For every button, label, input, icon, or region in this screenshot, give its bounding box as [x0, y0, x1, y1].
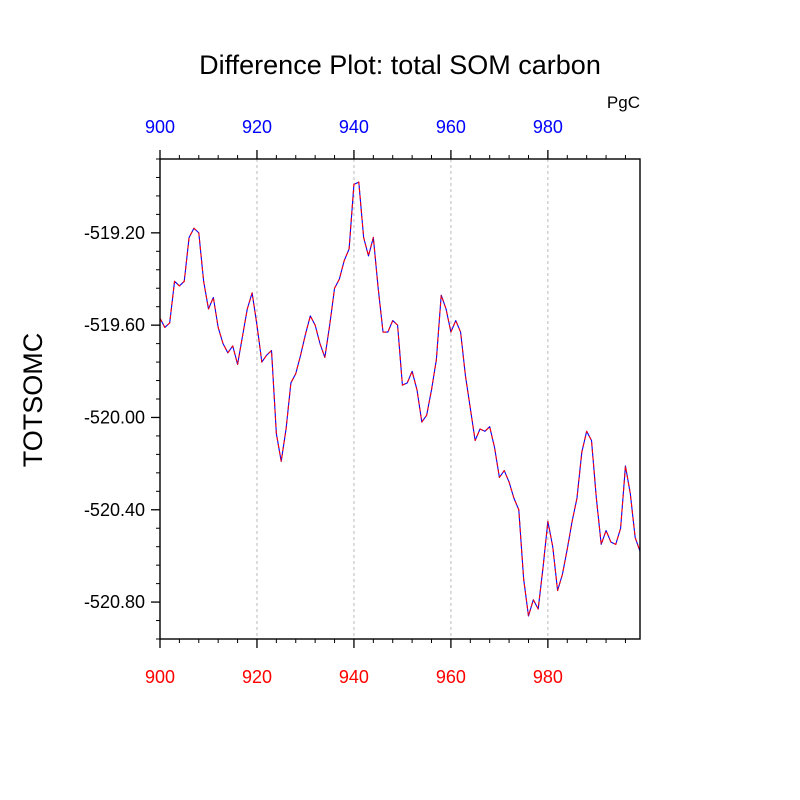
x-tick-label-bottom: 940 — [339, 667, 369, 687]
x-tick-label-bottom: 900 — [145, 667, 175, 687]
x-tick-label-top: 960 — [436, 117, 466, 137]
x-tick-label-top: 900 — [145, 117, 175, 137]
tick-labels: 900 920 940 960 980 900 920 940 960 980 -519.20 -51… — [84, 117, 563, 687]
grid-lines — [256, 159, 549, 639]
y-axis-label: TOTSOMC — [18, 333, 48, 468]
units-label: PgC — [607, 93, 640, 112]
x-tick-label-top: 980 — [533, 117, 563, 137]
y-tick-label: -520.40 — [84, 500, 145, 520]
chart-title: Difference Plot: total SOM carbon — [199, 50, 601, 80]
y-tick-label: -520.80 — [84, 592, 145, 612]
x-tick-label-bottom: 920 — [242, 667, 272, 687]
series-lines — [159, 181, 641, 617]
x-tick-label-bottom: 960 — [436, 667, 466, 687]
y-tick-label: -520.00 — [84, 407, 145, 427]
x-tick-label-top: 920 — [242, 117, 272, 137]
x-tick-label-top: 940 — [339, 117, 369, 137]
series-line-2 — [159, 181, 641, 617]
y-tick-label: -519.60 — [84, 315, 145, 335]
x-tick-label-bottom: 980 — [533, 667, 563, 687]
y-tick-label: -519.20 — [84, 223, 145, 243]
plot-frame-and-ticks — [151, 150, 641, 648]
